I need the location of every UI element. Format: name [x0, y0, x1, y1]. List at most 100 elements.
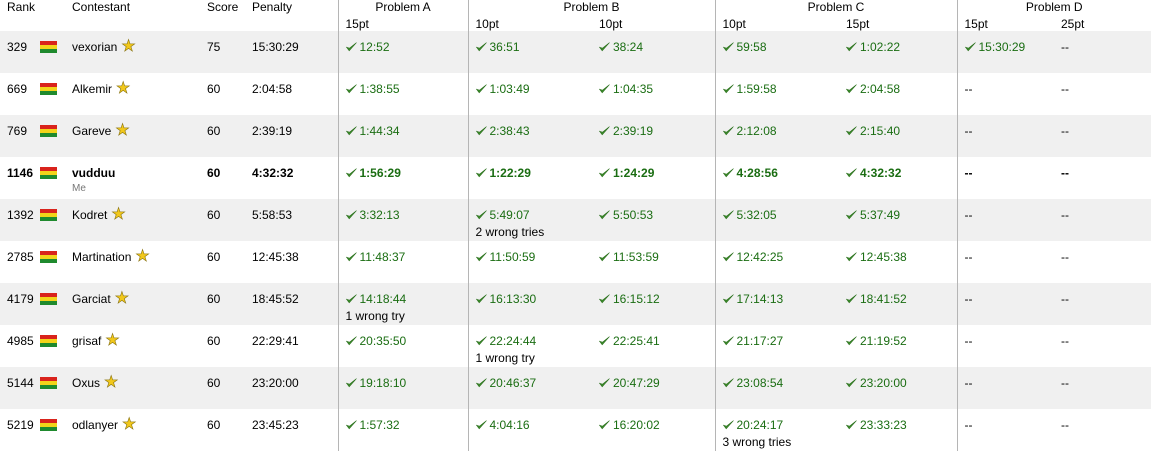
penalty-cell: 18:45:52 [252, 292, 299, 306]
accepted-time: 20:47:29 [613, 376, 660, 390]
flag-icon [40, 167, 57, 179]
contestant-cell: Kodret ★ [72, 199, 207, 241]
not-solved: -- [964, 208, 973, 222]
rank-cell: 1146 [7, 166, 34, 180]
penalty-cell: 4:32:32 [252, 166, 294, 180]
flag-icon [40, 293, 57, 305]
problem-cell: 4:28:56 [714, 157, 839, 199]
rank-cell: 329 [7, 40, 28, 54]
flag-icon [40, 251, 57, 263]
accepted-time: 17:14:13 [736, 292, 784, 306]
contestant-name[interactable]: Alkemir [72, 82, 113, 96]
problem-cell: -- [1054, 367, 1151, 409]
accepted-time: 2:39:19 [613, 124, 654, 138]
check-icon [722, 294, 734, 304]
check-icon [846, 294, 857, 304]
points-c1: 10pt [714, 17, 839, 31]
penalty-cell: 12:45:38 [252, 250, 299, 264]
problem-cell: 5:49:07 2 wrong tries [467, 199, 592, 241]
table-row: 4179 Garciat ★ 60 18:45:52 14:18:44 1 wrong tr… [0, 283, 1151, 325]
not-solved: -- [964, 166, 973, 180]
accepted-time: 1:59:58 [736, 82, 777, 96]
not-solved: -- [1061, 292, 1069, 306]
problem-c-header[interactable]: Problem C [714, 0, 957, 17]
contestant-name[interactable]: Garciat [72, 292, 111, 306]
problem-cell: -- [1054, 199, 1151, 241]
accepted-time: 1:38:55 [359, 82, 400, 96]
check-icon [599, 168, 610, 178]
problem-cell: -- [1054, 73, 1151, 115]
check-icon [846, 210, 857, 220]
problem-cell: -- [956, 157, 1054, 199]
check-icon [846, 42, 857, 52]
star-icon: ★ [104, 374, 119, 391]
flag-cell [40, 115, 72, 157]
check-icon [599, 420, 610, 430]
accepted-time: 2:04:58 [860, 82, 901, 96]
accepted-time: 5:32:05 [736, 208, 777, 222]
problem-cell: 1:44:34 [337, 115, 468, 157]
problem-cell: 23:20:00 [839, 367, 957, 409]
points-a1: 15pt [337, 17, 468, 31]
star-icon: ★ [122, 416, 137, 433]
contestant-name[interactable]: Gareve [72, 124, 112, 138]
check-icon [345, 168, 357, 178]
contestant-cell: grisaf ★ [72, 325, 207, 367]
accepted-time: 23:33:23 [860, 418, 907, 432]
problem-cell: 20:35:50 [337, 325, 468, 367]
penalty-cell: 15:30:29 [252, 40, 299, 54]
contestant-name[interactable]: vexorian [72, 40, 118, 54]
penalty-cell: 2:39:19 [252, 124, 293, 138]
check-icon [475, 336, 487, 346]
accepted-time: 4:04:16 [489, 418, 530, 432]
contestant-cell: Alkemir ★ [72, 73, 207, 115]
not-solved: -- [964, 250, 973, 264]
flag-icon [40, 335, 57, 347]
problem-cell: -- [956, 409, 1054, 451]
rank-cell: 2785 [7, 250, 34, 264]
problem-cell: -- [1054, 409, 1151, 451]
accepted-time: 5:37:49 [860, 208, 901, 222]
check-icon [345, 252, 357, 262]
points-header-row: 15pt 10pt 10pt 10pt 15pt 15pt 25pt [0, 17, 1151, 31]
not-solved: -- [1061, 334, 1069, 348]
contestant-name[interactable]: Oxus [72, 376, 101, 390]
check-icon [722, 84, 734, 94]
check-icon [475, 378, 487, 388]
contestant-name[interactable]: grisaf [72, 334, 102, 348]
star-icon: ★ [135, 248, 150, 265]
table-row: 4985 grisaf ★ 60 22:29:41 20:35:50 22:24:44 1 w… [0, 325, 1151, 367]
penalty-cell: 2:04:58 [252, 82, 293, 96]
accepted-time: 21:19:52 [860, 334, 907, 348]
check-icon [599, 378, 610, 388]
check-icon [345, 420, 357, 430]
problem-cell: 4:04:16 [467, 409, 592, 451]
check-icon [599, 84, 610, 94]
check-icon [722, 126, 734, 136]
accepted-time: 22:25:41 [613, 334, 660, 348]
accepted-time: 19:18:10 [359, 376, 407, 390]
problem-cell: 12:42:25 [714, 241, 839, 283]
accepted-time: 18:41:52 [860, 292, 907, 306]
problem-cell: 21:17:27 [714, 325, 839, 367]
rank-cell: 4985 [7, 334, 34, 348]
problem-cell: 1:03:49 [467, 73, 592, 115]
check-icon [722, 168, 734, 178]
points-b1: 10pt [467, 17, 592, 31]
star-icon: ★ [115, 122, 130, 139]
contestant-name[interactable]: odlanyer [72, 418, 119, 432]
penalty-header: Penalty [252, 0, 293, 14]
problem-cell: 1:02:22 [839, 31, 957, 73]
me-label: Me [72, 183, 86, 194]
problem-d-header[interactable]: Problem D [956, 0, 1151, 17]
accepted-time: 1:04:35 [613, 82, 654, 96]
problem-b-header[interactable]: Problem B [467, 0, 715, 17]
problem-a-header[interactable]: Problem A [337, 0, 468, 17]
wrong-tries: 1 wrong try [345, 309, 405, 323]
contestant-name[interactable]: Martination [72, 250, 132, 264]
problem-cell: 38:24 [592, 31, 715, 73]
star-icon: ★ [114, 290, 130, 307]
contestant-name[interactable]: Kodret [72, 208, 108, 222]
contestant-name[interactable]: vudduu [72, 166, 116, 180]
not-solved: -- [964, 292, 973, 306]
